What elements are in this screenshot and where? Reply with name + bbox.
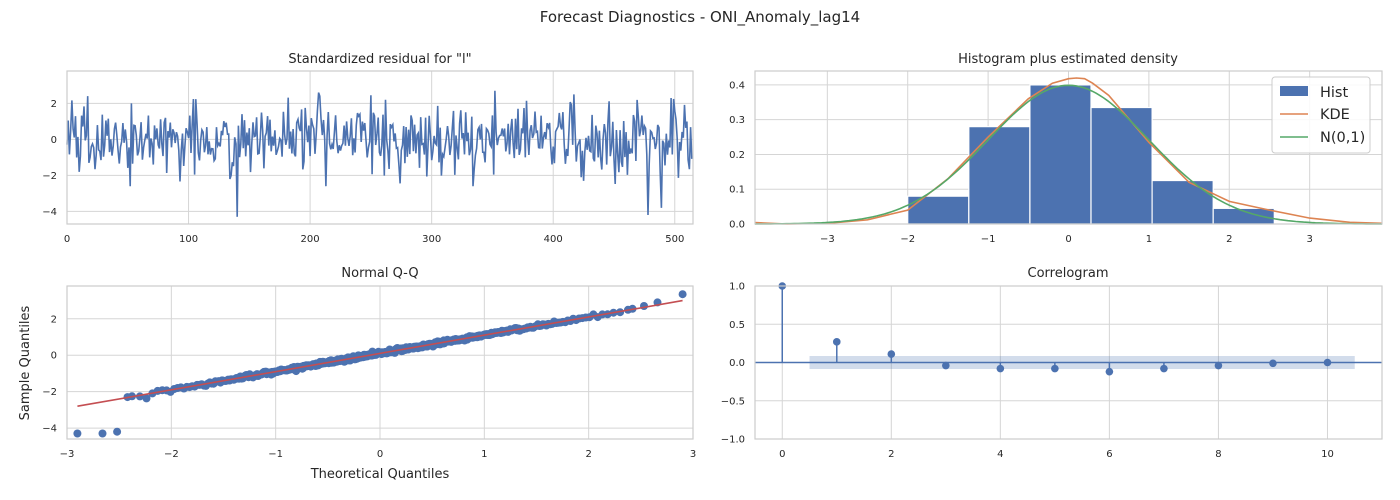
y-tick-label: −4	[42, 424, 57, 435]
qq-grid	[66, 286, 694, 439]
x-tick-label: −1	[268, 449, 283, 460]
residual-ticks: 0 100 200 300 400 500 −4 −2 0 2	[42, 99, 684, 245]
kde-line	[754, 77, 1383, 225]
acf-point	[1105, 367, 1114, 376]
histogram-bar	[1029, 84, 1092, 225]
y-tick-label: −4	[42, 207, 57, 218]
x-tick-label: 2	[585, 449, 591, 460]
x-tick-label: 0	[64, 234, 70, 245]
qq-ticks: −3 −2 −1 0 1 2 3 −4 −2 0 2	[42, 314, 696, 460]
x-tick-label: 10	[1321, 449, 1334, 460]
x-tick-label: 4	[997, 449, 1003, 460]
y-tick-label: 0.0	[729, 358, 745, 369]
x-tick-label: −1	[981, 234, 996, 245]
y-tick-label: 0	[51, 351, 57, 362]
x-tick-label: 3	[690, 449, 696, 460]
histogram-legend: Hist KDE N(0,1)	[1271, 76, 1371, 154]
x-tick-label: −2	[900, 234, 915, 245]
y-tick-label: 0.3	[729, 115, 745, 126]
y-tick-label: 0.2	[729, 150, 745, 161]
acf-point	[1214, 361, 1223, 370]
qq-panel: Normal Q-Q −3 −2 −1 0 1 2 3 −4 −2 0 2 Theoretical …	[18, 266, 696, 482]
x-tick-label: −3	[60, 449, 75, 460]
residual-series-line	[66, 90, 693, 217]
x-tick-label: 8	[1215, 449, 1221, 460]
acf-point	[1323, 358, 1332, 367]
y-tick-label: 2	[51, 99, 57, 110]
qq-point	[73, 429, 82, 438]
correlogram-panel: Correlogram 0 2 4 6 8 10 −1.0 −0.5 0.0 0.5 1.0	[721, 266, 1383, 461]
qq-point	[142, 394, 151, 403]
acf-point	[942, 361, 950, 370]
qq-point	[640, 302, 648, 310]
y-tick-label: −2	[42, 171, 57, 182]
qq-point	[113, 427, 122, 436]
qq-ylabel: Sample Quantiles	[18, 305, 33, 420]
histogram-panel: Histogram plus estimated density −3 −2 −1 0…	[729, 52, 1383, 245]
correlogram-marks	[755, 282, 1382, 376]
legend-kde-label: KDE	[1320, 107, 1350, 123]
qq-frame	[66, 285, 694, 440]
legend-hist-label: Hist	[1320, 85, 1348, 101]
qq-reference-line	[77, 299, 683, 408]
x-tick-label: 2	[1226, 234, 1232, 245]
x-tick-label: 1	[1146, 234, 1152, 245]
y-tick-label: −1.0	[721, 435, 745, 446]
qq-point	[98, 429, 107, 438]
x-tick-label: −3	[820, 234, 835, 245]
x-tick-label: 2	[888, 449, 894, 460]
y-tick-label: 1.0	[729, 282, 745, 293]
histogram-title: Histogram plus estimated density	[958, 52, 1178, 67]
x-tick-label: 0	[779, 449, 785, 460]
legend-hist-swatch	[1280, 86, 1308, 96]
histogram-bar	[968, 126, 1031, 225]
normal-density-line	[755, 84, 1382, 225]
histogram-bar	[1151, 179, 1214, 225]
x-tick-label: 6	[1106, 449, 1112, 460]
qq-xlabel: Theoretical Quantiles	[310, 467, 450, 482]
y-tick-label: 0.4	[729, 80, 745, 91]
legend-normal-label: N(0,1)	[1320, 130, 1365, 146]
y-tick-label: 0.0	[729, 220, 745, 231]
x-tick-label: 100	[179, 234, 198, 245]
x-tick-label: 400	[544, 234, 563, 245]
correlogram-frame	[754, 285, 1383, 440]
x-tick-label: 200	[301, 234, 320, 245]
y-tick-label: 0.1	[729, 185, 745, 196]
qq-title: Normal Q-Q	[341, 266, 418, 281]
qq-point	[678, 290, 687, 299]
acf-point	[887, 350, 896, 358]
y-tick-label: 2	[51, 314, 57, 325]
x-tick-label: −2	[164, 449, 179, 460]
histogram-marks	[754, 77, 1383, 225]
residual-title: Standardized residual for "l"	[288, 52, 471, 67]
y-tick-label: −0.5	[721, 396, 745, 407]
histogram-bar	[1090, 106, 1153, 225]
acf-point	[1051, 364, 1059, 373]
figure-title: Forecast Diagnostics - ONI_Anomaly_lag14	[540, 8, 860, 27]
x-tick-label: 300	[422, 234, 441, 245]
x-tick-label: 3	[1306, 234, 1312, 245]
correlogram-title: Correlogram	[1028, 266, 1109, 281]
y-tick-label: −2	[42, 387, 57, 398]
acf-point	[1269, 359, 1277, 368]
correlogram-ticks: 0 2 4 6 8 10 −1.0 −0.5 0.0 0.5 1.0	[721, 282, 1334, 461]
residual-panel: Standardized residual for "l" 0 100 200 300…	[42, 52, 694, 245]
x-tick-label: 500	[665, 234, 684, 245]
y-tick-label: 0.5	[729, 320, 745, 331]
x-tick-label: 0	[377, 449, 383, 460]
residual-frame	[66, 70, 694, 225]
qq-marks	[73, 290, 687, 438]
residual-marks	[66, 90, 693, 217]
histogram-frame	[754, 70, 1383, 225]
x-tick-label: 0	[1065, 234, 1071, 245]
acf-point	[832, 338, 841, 346]
acf-point	[1160, 364, 1168, 373]
histogram-ticks: −3 −2 −1 0 1 2 3 0.0 0.1 0.2 0.3 0.4	[729, 80, 1313, 245]
y-tick-label: 0	[51, 135, 57, 146]
acf-point	[996, 364, 1005, 373]
x-tick-label: 1	[481, 449, 487, 460]
